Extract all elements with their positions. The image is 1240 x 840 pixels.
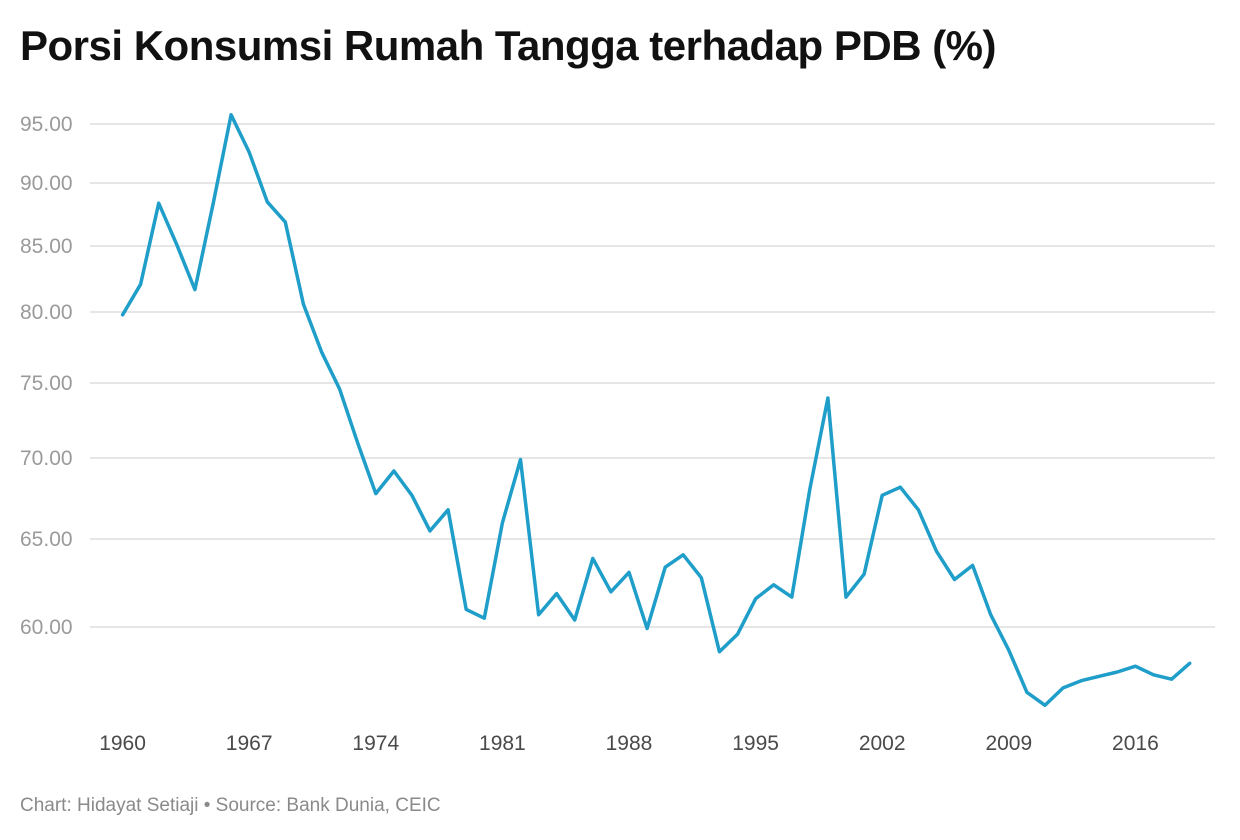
x-tick-label: 1988 — [606, 732, 653, 755]
x-tick-label: 1967 — [226, 732, 273, 755]
chart-title: Porsi Konsumsi Rumah Tangga terhadap PDB… — [20, 22, 997, 69]
x-axis-ticks: 1960 1967 1974 1981 1988 1995 2002 2009 2016 — [99, 732, 1159, 755]
chart-credit: Chart: Hidayat Setiaji • Source: Bank Du… — [20, 795, 441, 816]
x-tick-label: 2002 — [859, 732, 906, 755]
y-axis-ticks: 60.00 65.00 70.00 75.00 80.00 85.00 90.00 95.00 — [20, 113, 73, 639]
y-tick-label: 75.00 — [20, 372, 73, 395]
line-chart: 60.00 65.00 70.00 75.00 80.00 85.00 90.00 95.00… — [20, 113, 1215, 755]
y-tick-label: 65.00 — [20, 528, 73, 551]
x-tick-label: 1960 — [99, 732, 146, 755]
y-tick-label: 90.00 — [20, 172, 73, 195]
series-layer — [120, 113, 1192, 708]
y-tick-label: 60.00 — [20, 616, 73, 639]
series-line — [120, 113, 1192, 708]
y-tick-label: 80.00 — [20, 301, 73, 324]
x-tick-label: 1995 — [732, 732, 779, 755]
y-tick-label: 95.00 — [20, 113, 73, 136]
x-tick-label: 1974 — [352, 732, 399, 755]
x-tick-label: 2009 — [985, 732, 1032, 755]
y-tick-label: 85.00 — [20, 235, 73, 258]
gridlines — [90, 123, 1215, 628]
x-tick-label: 1981 — [479, 732, 526, 755]
x-tick-label: 2016 — [1112, 732, 1159, 755]
y-tick-label: 70.00 — [20, 447, 73, 470]
